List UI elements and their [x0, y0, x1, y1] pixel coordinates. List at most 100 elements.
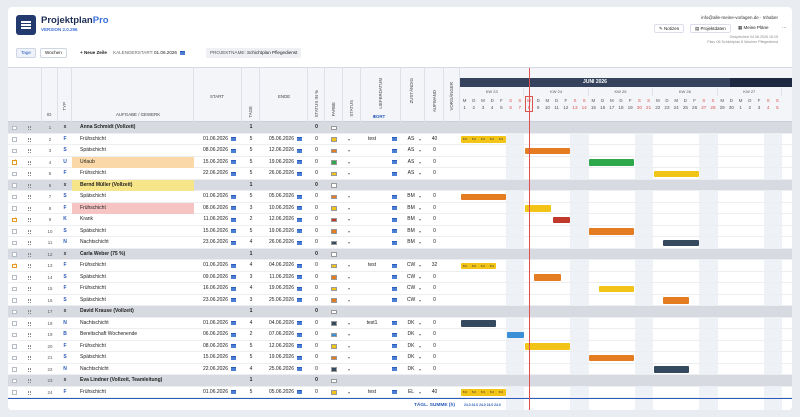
table-row[interactable]: 4 U Urlaub 15.06.2026 5 19.06.2026 0 ▾ ▾ AS 0 — [8, 156, 792, 168]
gantt-bar[interactable]: 8.0 8.0 8.0 8.0 — [460, 262, 497, 269]
delivery-calendar-icon[interactable] — [392, 286, 397, 291]
drag-handle-icon[interactable] — [28, 195, 31, 199]
status-dropdown[interactable]: ▾ — [348, 217, 351, 222]
delivery-calendar-icon[interactable] — [392, 367, 397, 371]
responsible-dropdown-icon[interactable]: ▾ — [419, 171, 422, 176]
drag-handle-icon[interactable] — [28, 275, 31, 280]
status-percent[interactable]: 0 — [315, 308, 318, 314]
gantt-bar[interactable] — [460, 193, 506, 200]
end-date[interactable]: 19.06.2026 — [268, 158, 294, 165]
row-type[interactable]: x — [63, 308, 67, 314]
drag-handle-icon[interactable] — [28, 379, 31, 383]
day-number[interactable]: 15 — [590, 105, 596, 110]
end-date[interactable]: 07.06.2026 — [268, 331, 294, 337]
task-name[interactable]: Bernd Müller (Vollzeit) — [72, 179, 194, 191]
color-swatch[interactable] — [331, 125, 337, 130]
responsible-dropdown-icon[interactable]: ▾ — [419, 389, 422, 395]
responsible-dropdown-icon[interactable]: ▾ — [419, 148, 422, 153]
task-name[interactable]: Nachtschicht — [80, 239, 109, 245]
duration-days[interactable]: 3 — [249, 273, 253, 280]
end-date[interactable]: 10.06.2026 — [268, 204, 294, 211]
duration-days[interactable]: 4 — [249, 365, 253, 372]
end-date[interactable]: 12.06.2026 — [268, 216, 294, 222]
effort[interactable]: 0 — [433, 170, 436, 176]
duration-days[interactable]: 1 — [249, 250, 253, 257]
responsible[interactable]: DK — [407, 342, 415, 349]
status-percent[interactable]: 0 — [315, 262, 318, 268]
end-calendar-icon[interactable] — [297, 332, 302, 337]
row-checkbox[interactable] — [12, 240, 17, 245]
drag-handle-icon[interactable] — [28, 241, 31, 245]
responsible[interactable]: CW — [406, 273, 416, 280]
day-number[interactable]: 30 — [728, 105, 734, 110]
start-date[interactable]: 15.06.2026 — [202, 227, 228, 234]
gantt-bar[interactable] — [653, 170, 699, 177]
row-checkbox[interactable] — [12, 262, 17, 268]
color-swatch[interactable] — [331, 367, 337, 372]
start-date[interactable]: 01.06.2026 — [202, 262, 228, 268]
effort[interactable]: 40 — [431, 388, 438, 395]
day-number[interactable]: 14 — [581, 105, 587, 110]
start-date[interactable]: 15.06.2026 — [202, 158, 228, 165]
header-task[interactable]: AUFGABE / GEWERK — [72, 68, 194, 122]
day-number[interactable]: 1 — [463, 105, 466, 110]
delivery-calendar-icon[interactable] — [392, 137, 397, 141]
task-name[interactable]: Frühschicht — [72, 202, 194, 214]
start-calendar-icon[interactable] — [231, 367, 236, 371]
start-date[interactable]: 23.06.2026 — [202, 296, 228, 303]
row-type[interactable]: S — [63, 354, 67, 360]
duration-days[interactable]: 4 — [249, 319, 253, 326]
duration-days[interactable]: 5 — [249, 158, 253, 165]
color-swatch[interactable] — [331, 194, 337, 199]
start-date[interactable]: 01.06.2026 — [202, 319, 228, 326]
table-row[interactable]: 2 F Frühschicht 01.06.2026 5 05.06.2026 0 ▾ test… — [8, 134, 792, 145]
drag-handle-icon[interactable] — [28, 298, 31, 303]
status-percent[interactable]: 0 — [315, 331, 318, 337]
color-swatch[interactable] — [331, 321, 337, 326]
status-percent[interactable]: 0 — [315, 204, 318, 211]
status-dropdown[interactable]: ▾ — [348, 240, 351, 245]
delivery-date[interactable]: test — [367, 388, 377, 395]
responsible-dropdown-icon[interactable]: ▾ — [419, 217, 422, 222]
start-date[interactable]: 11.06.2026 — [203, 216, 228, 222]
status-dropdown[interactable]: ▾ — [348, 343, 351, 349]
task-name[interactable]: Carla Weber (75 %) — [80, 250, 126, 257]
gantt-bar[interactable] — [589, 159, 635, 166]
drag-handle-icon[interactable] — [28, 160, 31, 165]
end-date[interactable]: 25.06.2026 — [268, 365, 294, 372]
duration-days[interactable]: 3 — [249, 296, 253, 303]
row-type[interactable]: F — [63, 342, 67, 349]
responsible-dropdown-icon[interactable]: ▾ — [419, 274, 422, 280]
end-calendar-icon[interactable] — [297, 263, 302, 268]
header-days[interactable]: TAGE — [242, 68, 260, 122]
day-number[interactable]: 13 — [572, 105, 578, 110]
start-date[interactable]: 01.06.2026 — [202, 193, 228, 199]
table-row[interactable]: 10 S Spätschicht 15.06.2026 5 19.06.2026 0 ▾ ▾ BM… — [8, 226, 792, 237]
header-delivery[interactable]: LIEFERDATUM SORT ▾ — [361, 68, 401, 122]
status-percent[interactable]: 0 — [315, 216, 318, 222]
duration-days[interactable]: 2 — [249, 216, 253, 222]
drag-handle-icon[interactable] — [28, 367, 31, 372]
color-swatch[interactable] — [331, 309, 337, 314]
row-type[interactable]: S — [63, 273, 67, 280]
row-type[interactable]: S — [63, 147, 67, 153]
end-calendar-icon[interactable] — [297, 229, 302, 233]
drag-handle-icon[interactable] — [28, 344, 31, 349]
row-checkbox[interactable] — [12, 229, 17, 234]
status-dropdown[interactable]: ▾ — [348, 274, 351, 280]
day-number[interactable]: 25 — [682, 105, 688, 110]
start-calendar-icon[interactable] — [231, 263, 236, 268]
end-date[interactable]: 04.06.2026 — [268, 319, 294, 326]
table-row[interactable]: 19 B Bereitschaft Wochenende 06.06.2026 2 07.… — [8, 329, 792, 341]
drag-handle-icon[interactable] — [28, 218, 31, 222]
start-date[interactable]: 08.06.2026 — [202, 147, 228, 153]
day-number[interactable]: 4 — [490, 105, 494, 110]
color-swatch[interactable] — [331, 263, 337, 268]
color-swatch[interactable] — [331, 229, 337, 234]
start-calendar-icon[interactable] — [231, 332, 236, 337]
duration-days[interactable]: 5 — [249, 135, 253, 142]
row-type[interactable]: x — [63, 181, 67, 188]
table-row[interactable]: 7 S Spätschicht 01.06.2026 5 05.06.2026 0 ▾ ▾ BM 0 — [8, 191, 792, 203]
effort[interactable]: 0 — [433, 296, 436, 303]
delivery-date[interactable]: test1 — [366, 319, 378, 326]
